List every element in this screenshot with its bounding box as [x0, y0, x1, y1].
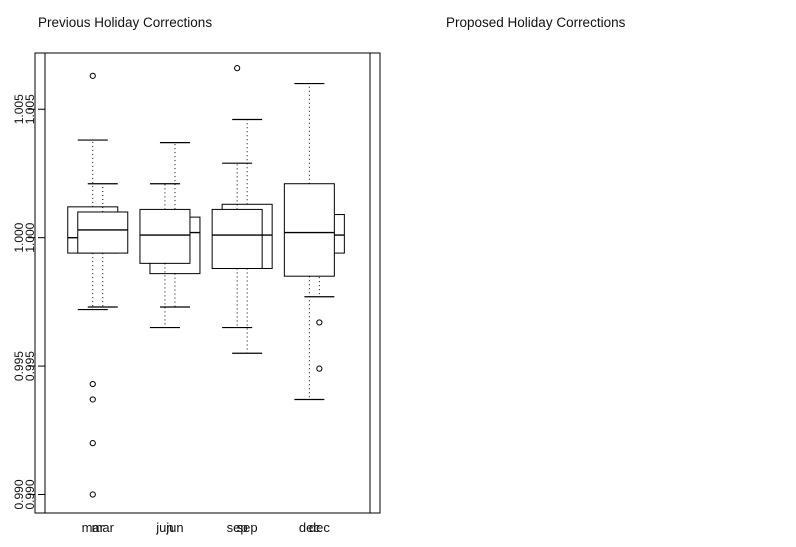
x-category-label: mar	[92, 520, 115, 535]
outlier-point	[234, 65, 241, 72]
box-mar	[77, 183, 129, 308]
outlier-point	[89, 380, 96, 388]
iqr-box	[283, 183, 335, 277]
iqr-box	[77, 211, 129, 254]
y-tick-label: 0.995	[12, 351, 26, 381]
x-category-label: dec	[299, 520, 320, 535]
plot-frame	[34, 52, 371, 514]
box-jun	[139, 183, 191, 329]
proposed-corrections-plot: Proposed Holiday Corrections	[446, 15, 626, 30]
outlier-point	[89, 491, 96, 498]
plot-title-proposed: Proposed Holiday Corrections	[446, 15, 626, 30]
iqr-box	[139, 208, 191, 264]
iqr-box	[211, 208, 263, 269]
plot-frame	[44, 52, 381, 514]
outlier-point	[89, 440, 96, 447]
box-dec	[283, 82, 335, 401]
plot-title-previous: Previous Holiday Corrections	[38, 15, 212, 30]
x-category-label: dec	[309, 520, 330, 535]
x-category-label: sep	[227, 520, 248, 535]
box-sep	[211, 65, 263, 329]
previous-corrections-plot: Previous Holiday Corrections 0.990 0.995 1…	[12, 15, 381, 535]
y-tick-label: 1.005	[12, 94, 26, 124]
x-category-label: jun	[155, 520, 173, 535]
y-tick-label: 0.990	[12, 479, 26, 509]
x-category-label: jun	[165, 520, 183, 535]
y-tick-label: 1.000	[12, 222, 26, 252]
y-tick-label: 1.000	[23, 222, 37, 252]
y-tick-label: 0.990	[23, 479, 37, 509]
x-category-label: mar	[82, 520, 105, 535]
y-tick-label: 1.005	[23, 94, 37, 124]
outlier-point	[316, 365, 323, 372]
outlier-point	[89, 396, 96, 403]
x-category-label: sep	[237, 520, 258, 535]
y-tick-label: 0.995	[23, 351, 37, 381]
outlier-point	[89, 72, 96, 79]
box-mar: 0.990 0.995 1.000 1.005 mar jun sep dec	[23, 52, 381, 535]
outlier-point	[316, 319, 323, 326]
